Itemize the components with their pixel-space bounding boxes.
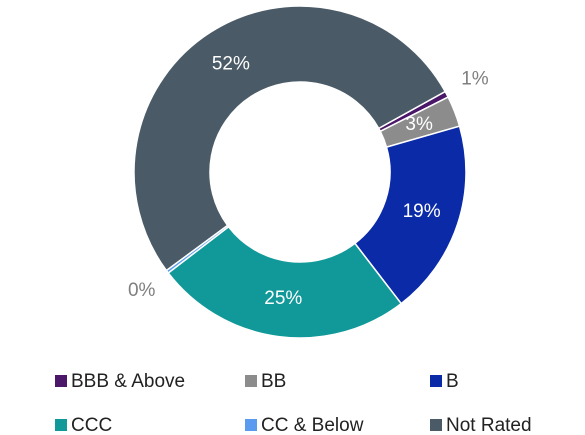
legend-label: Not Rated: [446, 415, 532, 435]
data-label: 0%: [128, 280, 156, 301]
legend-label: BBB & Above: [71, 371, 185, 392]
legend-label: B: [446, 371, 459, 392]
data-label: 1%: [461, 68, 489, 89]
legend-swatch: [245, 419, 257, 431]
legend-swatch: [430, 375, 442, 387]
legend-label: CCC: [71, 415, 112, 435]
data-label: 19%: [403, 201, 441, 222]
legend-swatch: [430, 419, 442, 431]
legend-swatch: [55, 419, 67, 431]
legend-swatch: [55, 375, 67, 387]
donut-slice: [353, 125, 467, 305]
data-label: 25%: [264, 288, 302, 309]
legend-label: CC & Below: [261, 415, 364, 435]
donut-slice: [167, 225, 403, 339]
legend-label: BB: [261, 371, 286, 392]
data-label: 3%: [405, 114, 433, 135]
data-label: 52%: [212, 53, 250, 74]
donut-slice: [133, 5, 447, 272]
legend-swatch: [245, 375, 257, 387]
